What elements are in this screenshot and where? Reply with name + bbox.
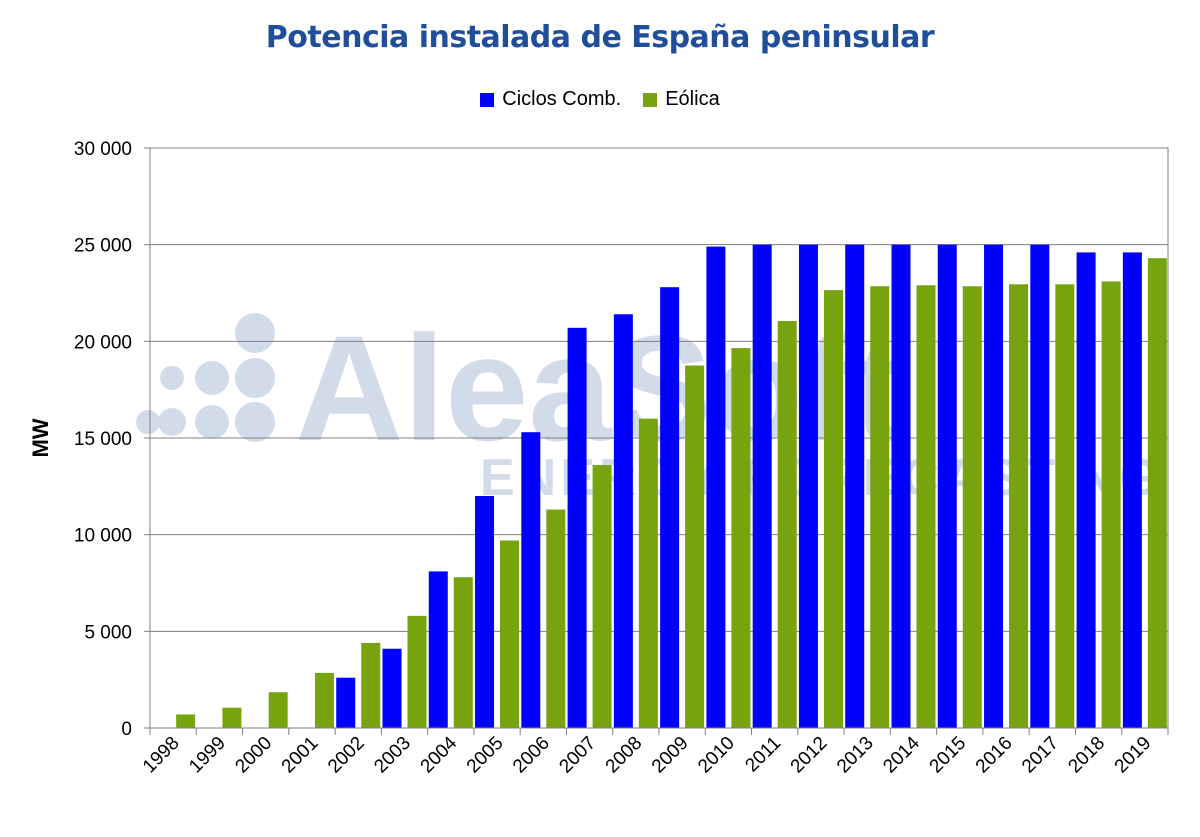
x-tick-label: 2004 bbox=[417, 732, 462, 777]
bar-ciclos-2018 bbox=[1077, 252, 1096, 728]
y-tick-label: 15 000 bbox=[74, 429, 132, 450]
bar-eolica-2014 bbox=[917, 285, 936, 728]
bar-eolica-2003 bbox=[408, 616, 427, 728]
y-tick-label: 0 bbox=[121, 719, 132, 740]
bar-ciclos-2006 bbox=[521, 432, 540, 728]
bar-ciclos-2012 bbox=[799, 245, 818, 728]
y-tick-label: 20 000 bbox=[74, 332, 132, 353]
bar-ciclos-2009 bbox=[660, 287, 679, 728]
bar-ciclos-2008 bbox=[614, 314, 633, 728]
bar-ciclos-2015 bbox=[938, 245, 957, 728]
bar-eolica-1998 bbox=[176, 714, 195, 728]
bar-eolica-2007 bbox=[593, 465, 612, 728]
bar-ciclos-2003 bbox=[383, 649, 402, 728]
bar-eolica-2009 bbox=[685, 366, 704, 729]
bar-ciclos-2007 bbox=[568, 328, 587, 728]
x-tick-label: 2017 bbox=[1018, 733, 1063, 778]
watermark-logo-dots-icon bbox=[136, 313, 275, 442]
x-tick-label: 2011 bbox=[741, 733, 785, 777]
y-axis-label: MW bbox=[28, 418, 53, 457]
bar-ciclos-2019 bbox=[1123, 252, 1142, 728]
bar-eolica-2013 bbox=[870, 286, 889, 728]
bar-eolica-2019 bbox=[1148, 258, 1167, 728]
x-tick-label: 2008 bbox=[602, 733, 647, 778]
bar-eolica-2018 bbox=[1102, 281, 1121, 728]
x-tick-label: 2001 bbox=[278, 733, 323, 778]
x-tick-label: 1999 bbox=[185, 733, 230, 778]
bar-ciclos-2011 bbox=[753, 245, 772, 728]
x-tick-label: 2000 bbox=[231, 733, 276, 778]
chart-container: Potencia instalada de España peninsular … bbox=[0, 0, 1200, 837]
bar-ciclos-2016 bbox=[984, 245, 1003, 728]
bar-ciclos-2017 bbox=[1030, 245, 1049, 728]
y-tick-labels: 0 5 000 10 000 15 000 20 000 25 000 30 000 bbox=[74, 139, 132, 740]
x-tick-label: 2016 bbox=[972, 733, 1017, 778]
y-tick-label: 30 000 bbox=[74, 139, 132, 160]
x-tick-label: 2019 bbox=[1111, 733, 1156, 778]
x-tick-label: 2013 bbox=[833, 733, 878, 778]
x-tick-label: 2009 bbox=[648, 733, 693, 778]
x-tick-label: 1998 bbox=[139, 733, 184, 778]
bar-ciclos-2002 bbox=[336, 678, 355, 728]
bar-eolica-2006 bbox=[546, 510, 565, 728]
bar-eolica-2016 bbox=[1009, 284, 1028, 728]
bar-ciclos-2014 bbox=[892, 245, 911, 728]
x-tick-label: 2005 bbox=[463, 733, 508, 778]
bar-eolica-2011 bbox=[778, 321, 797, 728]
bar-eolica-2001 bbox=[315, 673, 334, 728]
bar-ciclos-2005 bbox=[475, 496, 494, 728]
x-tick-label: 2014 bbox=[879, 732, 924, 777]
x-tick-label: 2007 bbox=[555, 733, 600, 778]
x-tick-label: 2003 bbox=[370, 733, 415, 778]
bar-ciclos-2004 bbox=[429, 571, 448, 728]
bar-eolica-2015 bbox=[963, 286, 982, 728]
y-tick-label: 5 000 bbox=[84, 622, 132, 643]
x-tick-labels: 1998 1999 2000 2001 2002 2003 2004 2005 2006 2007… bbox=[139, 732, 1155, 777]
bar-ciclos-2013 bbox=[845, 245, 864, 728]
x-tick-label: 2018 bbox=[1064, 733, 1109, 778]
x-tick-label: 2002 bbox=[324, 733, 369, 778]
bar-eolica-2002 bbox=[361, 643, 380, 728]
bar-eolica-2012 bbox=[824, 290, 843, 728]
x-tick-label: 2015 bbox=[926, 733, 971, 778]
bar-eolica-2004 bbox=[454, 577, 473, 728]
bar-eolica-1999 bbox=[222, 708, 241, 728]
bar-chart: AleaSoft ENERGY FORECASTING 05 00010 000… bbox=[0, 0, 1200, 837]
x-tick-label: 2006 bbox=[509, 733, 554, 778]
y-tick-label: 25 000 bbox=[74, 236, 132, 257]
x-tick-label: 2010 bbox=[694, 733, 739, 778]
bar-eolica-2008 bbox=[639, 419, 658, 728]
y-tick-label: 10 000 bbox=[74, 526, 132, 547]
x-tick-label: 2012 bbox=[787, 733, 832, 778]
bar-eolica-2010 bbox=[731, 348, 750, 728]
bar-eolica-2017 bbox=[1055, 284, 1074, 728]
bar-eolica-2000 bbox=[269, 692, 288, 728]
bar-eolica-2005 bbox=[500, 540, 519, 728]
bar-ciclos-2010 bbox=[706, 247, 725, 728]
